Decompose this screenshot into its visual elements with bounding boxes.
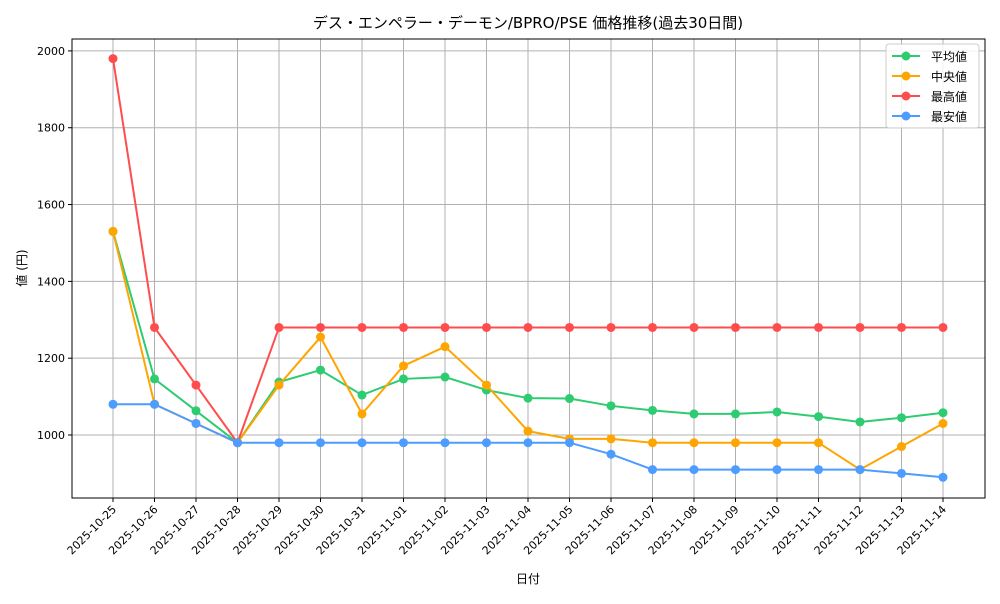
- legend-label: 最安値: [931, 109, 967, 124]
- series-最高値-point: [440, 322, 450, 332]
- series-最高値-point: [855, 322, 865, 332]
- legend-marker-icon: [901, 91, 911, 101]
- series-最高値-point: [897, 322, 906, 332]
- series-最安値-point: [233, 438, 242, 448]
- legend-box: [885, 43, 980, 129]
- y-tick-label: 1200: [37, 352, 65, 365]
- series-最安値-point: [648, 465, 657, 475]
- series-平均値-point: [523, 393, 533, 403]
- series-最安値-point: [731, 465, 740, 475]
- series-中央値-point: [482, 380, 491, 390]
- series-最高値-point: [938, 322, 948, 332]
- series-最安値-point: [938, 472, 948, 482]
- series-最安値-point: [606, 449, 616, 459]
- series-中央値-point: [399, 361, 408, 371]
- series-最安値-point: [108, 399, 118, 409]
- series-最高値-point: [814, 322, 823, 332]
- series-最高値-point: [357, 322, 367, 332]
- series-最安値-point: [772, 465, 782, 475]
- series-最安値-point: [399, 438, 408, 448]
- series-中央値-point: [814, 438, 823, 448]
- series-平均値-point: [316, 365, 325, 375]
- series-最高値-point: [772, 322, 782, 332]
- series-最高値-point: [689, 322, 699, 332]
- series-最安値-point: [814, 465, 823, 475]
- series-中央値-point: [772, 438, 782, 448]
- series-最安値-point: [357, 438, 367, 448]
- series-最高値-point: [108, 54, 118, 64]
- legend-label: 平均値: [931, 49, 967, 64]
- chart-title: デス・エンペラー・デーモン/BPRO/PSE 価格推移(過去30日間): [313, 14, 743, 32]
- y-tick-label: 2000: [37, 45, 65, 58]
- series-最高値-point: [399, 322, 408, 332]
- series-平均値-point: [565, 394, 574, 404]
- legend-marker-icon: [901, 111, 911, 121]
- series-平均値-point: [938, 408, 948, 418]
- y-tick-label: 1000: [37, 429, 65, 442]
- series-最高値-point: [606, 322, 616, 332]
- series-中央値-point: [274, 380, 284, 390]
- series-最高値-point: [648, 322, 657, 332]
- series-最高値-point: [565, 322, 574, 332]
- series-中央値-point: [731, 438, 740, 448]
- y-tick-label: 1800: [37, 122, 65, 135]
- series-中央値-point: [648, 438, 657, 448]
- series-平均値-point: [399, 374, 408, 384]
- series-最高値-point: [274, 322, 284, 332]
- series-最安値-point: [855, 465, 865, 475]
- series-中央値-point: [523, 426, 533, 436]
- series-中央値-point: [606, 434, 616, 444]
- series-最安値-point: [150, 399, 159, 409]
- series-最安値-point: [274, 438, 284, 448]
- series-中央値-point: [316, 332, 325, 342]
- series-最高値-point: [316, 322, 325, 332]
- series-最安値-point: [482, 438, 491, 448]
- series-平均値-point: [814, 412, 823, 422]
- y-tick-label: 1600: [37, 199, 65, 212]
- series-中央値-point: [440, 342, 450, 352]
- series-中央値-point: [108, 226, 118, 236]
- x-axis-label: 日付: [516, 572, 540, 586]
- series-平均値-point: [357, 390, 367, 400]
- series-平均値-point: [191, 406, 201, 416]
- series-平均値-point: [606, 401, 616, 411]
- series-最高値-point: [150, 322, 159, 332]
- legend-label: 最高値: [931, 89, 967, 104]
- series-平均値-point: [731, 409, 740, 419]
- legend-label: 中央値: [931, 69, 967, 84]
- legend-marker-icon: [901, 71, 911, 81]
- series-最高値-point: [523, 322, 533, 332]
- series-最安値-point: [440, 438, 450, 448]
- series-平均値-point: [855, 417, 865, 427]
- series-最高値-point: [482, 322, 491, 332]
- series-平均値-point: [689, 409, 699, 419]
- y-axis-label: 値 (円): [14, 249, 29, 286]
- series-中央値-point: [689, 438, 699, 448]
- series-最安値-point: [191, 418, 201, 428]
- series-最安値-point: [565, 438, 574, 448]
- series-最安値-point: [523, 438, 533, 448]
- series-平均値-point: [440, 372, 450, 382]
- series-最高値-point: [191, 380, 201, 390]
- series-平均値-point: [150, 374, 159, 384]
- series-平均値-point: [648, 405, 657, 415]
- series-最安値-point: [316, 438, 325, 448]
- series-平均値-point: [772, 407, 782, 417]
- series-最安値-point: [897, 468, 906, 478]
- series-平均値-point: [897, 413, 906, 423]
- series-最高値-point: [731, 322, 740, 332]
- series-中央値-point: [938, 418, 948, 428]
- legend-marker-icon: [901, 51, 911, 61]
- series-中央値-point: [897, 442, 906, 452]
- series-中央値-point: [357, 409, 367, 419]
- series-最安値-point: [689, 465, 699, 475]
- y-tick-label: 1400: [37, 275, 65, 288]
